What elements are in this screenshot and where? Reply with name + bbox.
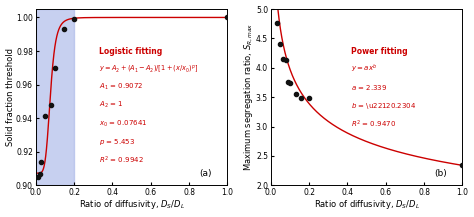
Text: $R^2$ = 0.9470: $R^2$ = 0.9470 <box>351 119 396 130</box>
Text: $A_1$ = 0.9072: $A_1$ = 0.9072 <box>99 82 144 92</box>
Text: $p$ = 5.453: $p$ = 5.453 <box>99 137 135 147</box>
Text: $y = A_2 + (A_1 - A_2)/[1 + (x/x_0)^p]$: $y = A_2 + (A_1 - A_2)/[1 + (x/x_0)^p]$ <box>99 63 199 75</box>
Text: (b): (b) <box>434 169 447 178</box>
Y-axis label: Solid fraction threshold: Solid fraction threshold <box>6 48 15 146</box>
X-axis label: Ratio of diffusivity, $D_S/D_L$: Ratio of diffusivity, $D_S/D_L$ <box>314 198 419 211</box>
Text: $a$ = 2.339: $a$ = 2.339 <box>351 83 387 92</box>
Text: Logistic fitting: Logistic fitting <box>99 47 162 56</box>
Bar <box>36 9 74 185</box>
X-axis label: Ratio of diffusivity, $D_S/D_L$: Ratio of diffusivity, $D_S/D_L$ <box>79 198 184 211</box>
Text: $R^2$ = 0.9942: $R^2$ = 0.9942 <box>99 155 144 166</box>
Text: $y = ax^b$: $y = ax^b$ <box>351 63 378 75</box>
Text: (a): (a) <box>200 169 212 178</box>
Text: $x_0$ = 0.07641: $x_0$ = 0.07641 <box>99 118 147 129</box>
Text: $b$ = \u22120.2304: $b$ = \u22120.2304 <box>351 101 416 111</box>
Text: Power fitting: Power fitting <box>351 47 408 56</box>
Y-axis label: Maximum segregation ratio, $S_{R,max}$: Maximum segregation ratio, $S_{R,max}$ <box>242 23 255 171</box>
Text: $A_2$ = 1: $A_2$ = 1 <box>99 100 124 110</box>
